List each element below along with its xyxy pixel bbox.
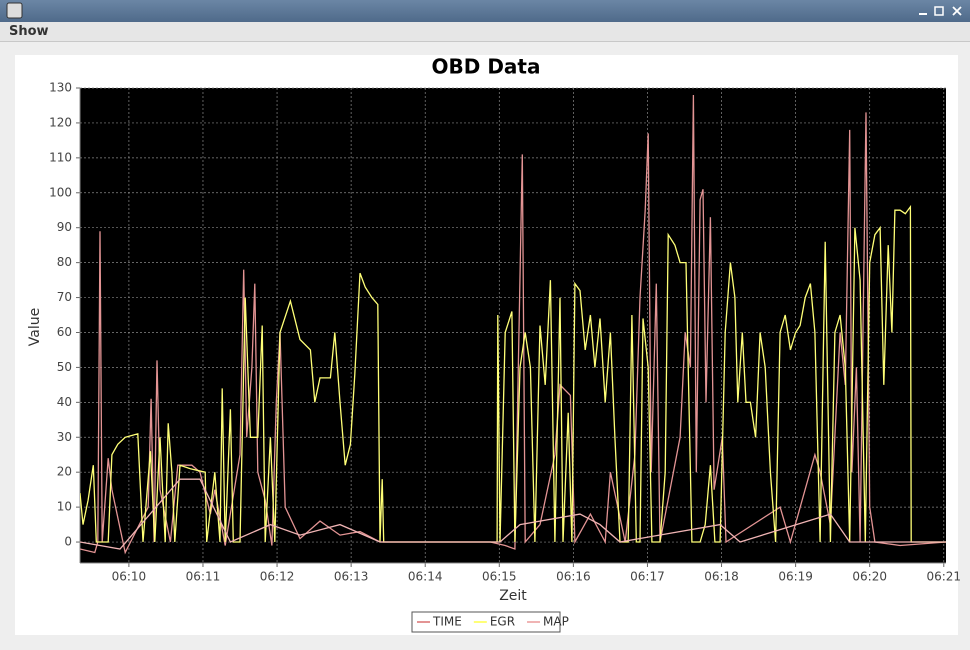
x-axis-label: Zeit (499, 588, 527, 604)
y-tick-label: 120 (49, 115, 72, 129)
legend-label: TIME (432, 615, 462, 629)
y-tick-label: 30 (57, 430, 72, 444)
x-tick-label: 06:10 (112, 570, 147, 584)
y-tick-label: 110 (49, 150, 72, 164)
y-axis-label: Value (27, 308, 43, 346)
window-controls (6, 2, 962, 19)
close-button[interactable] (952, 6, 962, 16)
app-icon (6, 2, 23, 19)
minimize-button[interactable] (919, 13, 927, 15)
plot-area (80, 88, 946, 563)
x-tick-label: 06:17 (630, 570, 665, 584)
legend-label: MAP (543, 615, 569, 629)
y-tick-label: 70 (57, 290, 72, 304)
x-tick-label: 06:13 (334, 570, 369, 584)
x-tick-label: 06:21 (926, 570, 961, 584)
chart-title: OBD Data (432, 55, 541, 79)
menu-item[interactable]: Show (9, 24, 49, 39)
x-tick-label: 06:20 (852, 570, 887, 584)
y-tick-label: 10 (57, 500, 72, 514)
maximize-button[interactable] (934, 6, 944, 16)
y-tick-label: 20 (57, 465, 72, 479)
y-tick-label: 80 (57, 255, 72, 269)
y-tick-label: 60 (57, 325, 72, 339)
x-tick-label: 06:14 (408, 570, 443, 584)
x-tick-label: 06:19 (778, 570, 813, 584)
menu-bar: Show (0, 22, 970, 42)
y-tick-label: 0 (64, 535, 72, 549)
x-tick-label: 06:11 (186, 570, 221, 584)
title-bar (0, 0, 970, 22)
series-line (80, 94, 946, 555)
series-line (80, 204, 946, 543)
y-tick-label: 50 (57, 360, 72, 374)
series-line (80, 478, 946, 550)
y-tick-label: 130 (49, 81, 72, 95)
x-tick-label: 06:12 (260, 570, 295, 584)
x-tick-label: 06:15 (482, 570, 517, 584)
legend-label: EGR (490, 615, 515, 629)
x-tick-label: 06:16 (556, 570, 591, 584)
y-tick-label: 100 (49, 185, 72, 199)
x-tick-label: 06:18 (704, 570, 739, 584)
y-tick-label: 40 (57, 395, 72, 409)
y-tick-label: 90 (57, 220, 72, 234)
